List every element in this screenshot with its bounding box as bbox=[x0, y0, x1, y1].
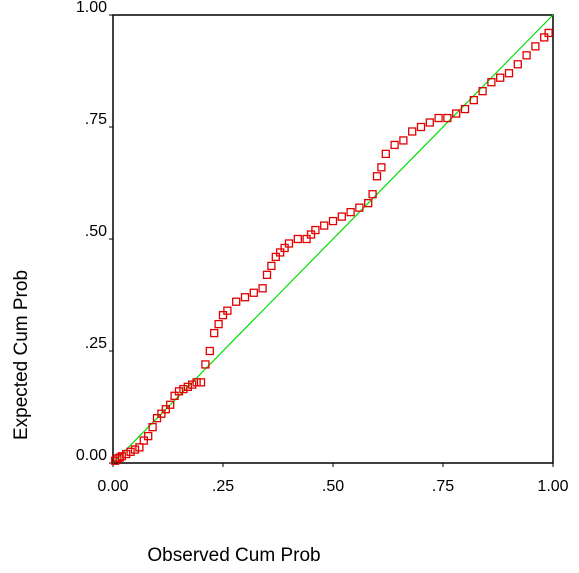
point bbox=[262, 270, 272, 279]
point bbox=[540, 33, 549, 42]
point bbox=[210, 328, 219, 338]
point bbox=[478, 87, 487, 96]
y-tick-label: .75 bbox=[85, 111, 107, 128]
point bbox=[135, 443, 144, 452]
point bbox=[144, 431, 153, 441]
point bbox=[434, 113, 443, 123]
point bbox=[122, 449, 131, 459]
point bbox=[443, 113, 452, 123]
point bbox=[390, 140, 399, 150]
y-axis-title: Expected Cum Prob bbox=[11, 270, 32, 440]
point bbox=[337, 212, 346, 221]
point bbox=[328, 216, 338, 226]
point bbox=[306, 230, 316, 239]
point bbox=[249, 288, 258, 297]
point bbox=[452, 109, 461, 118]
point bbox=[469, 95, 478, 105]
point bbox=[320, 221, 329, 230]
point bbox=[487, 78, 496, 87]
y-tick-label: 1.00 bbox=[76, 0, 107, 16]
point bbox=[126, 447, 135, 456]
point bbox=[346, 207, 355, 217]
point bbox=[425, 118, 434, 127]
point bbox=[157, 409, 166, 418]
point bbox=[192, 378, 201, 387]
x-tick-label: 0.00 bbox=[97, 478, 128, 495]
point bbox=[399, 136, 408, 145]
point bbox=[196, 378, 206, 387]
point bbox=[504, 69, 514, 78]
point bbox=[267, 261, 276, 271]
point bbox=[460, 104, 470, 114]
point bbox=[205, 346, 214, 356]
x-tick-label: .75 bbox=[432, 478, 454, 495]
y-tick-label: .50 bbox=[85, 223, 107, 240]
point bbox=[364, 199, 373, 208]
point bbox=[258, 284, 267, 293]
point bbox=[130, 445, 140, 454]
y-tick-label: 0.00 bbox=[76, 447, 107, 464]
point bbox=[113, 454, 122, 463]
point bbox=[179, 384, 188, 394]
point bbox=[544, 28, 553, 38]
point bbox=[372, 172, 382, 181]
point bbox=[293, 234, 302, 244]
point bbox=[408, 127, 417, 136]
point bbox=[522, 51, 531, 60]
point bbox=[152, 414, 162, 423]
point bbox=[284, 239, 294, 248]
x-axis-title: Observed Cum Prob bbox=[147, 545, 320, 566]
point bbox=[117, 452, 126, 461]
point bbox=[240, 293, 250, 302]
point bbox=[355, 203, 364, 212]
point bbox=[223, 306, 232, 315]
point bbox=[311, 225, 320, 235]
point bbox=[218, 311, 228, 320]
point bbox=[531, 42, 540, 51]
point bbox=[416, 122, 426, 132]
point bbox=[276, 248, 285, 257]
point bbox=[302, 234, 311, 244]
point bbox=[201, 360, 210, 369]
point bbox=[271, 252, 280, 262]
point bbox=[496, 73, 505, 82]
point bbox=[280, 243, 289, 253]
point bbox=[148, 423, 157, 432]
point bbox=[174, 387, 184, 396]
x-tick-label: 1.00 bbox=[537, 478, 568, 495]
point bbox=[161, 405, 170, 414]
y-tick-label: .25 bbox=[85, 335, 107, 352]
point bbox=[214, 319, 223, 329]
x-tick-label: .50 bbox=[322, 478, 344, 495]
point bbox=[188, 380, 197, 389]
point bbox=[368, 190, 377, 199]
point bbox=[183, 382, 192, 391]
point bbox=[170, 391, 179, 400]
point bbox=[377, 163, 386, 172]
x-tick-label: .25 bbox=[212, 478, 234, 495]
point bbox=[513, 60, 522, 69]
point bbox=[166, 400, 175, 409]
point bbox=[232, 297, 241, 306]
reference-line bbox=[112, 14, 554, 464]
point bbox=[381, 149, 390, 159]
point bbox=[139, 436, 148, 445]
